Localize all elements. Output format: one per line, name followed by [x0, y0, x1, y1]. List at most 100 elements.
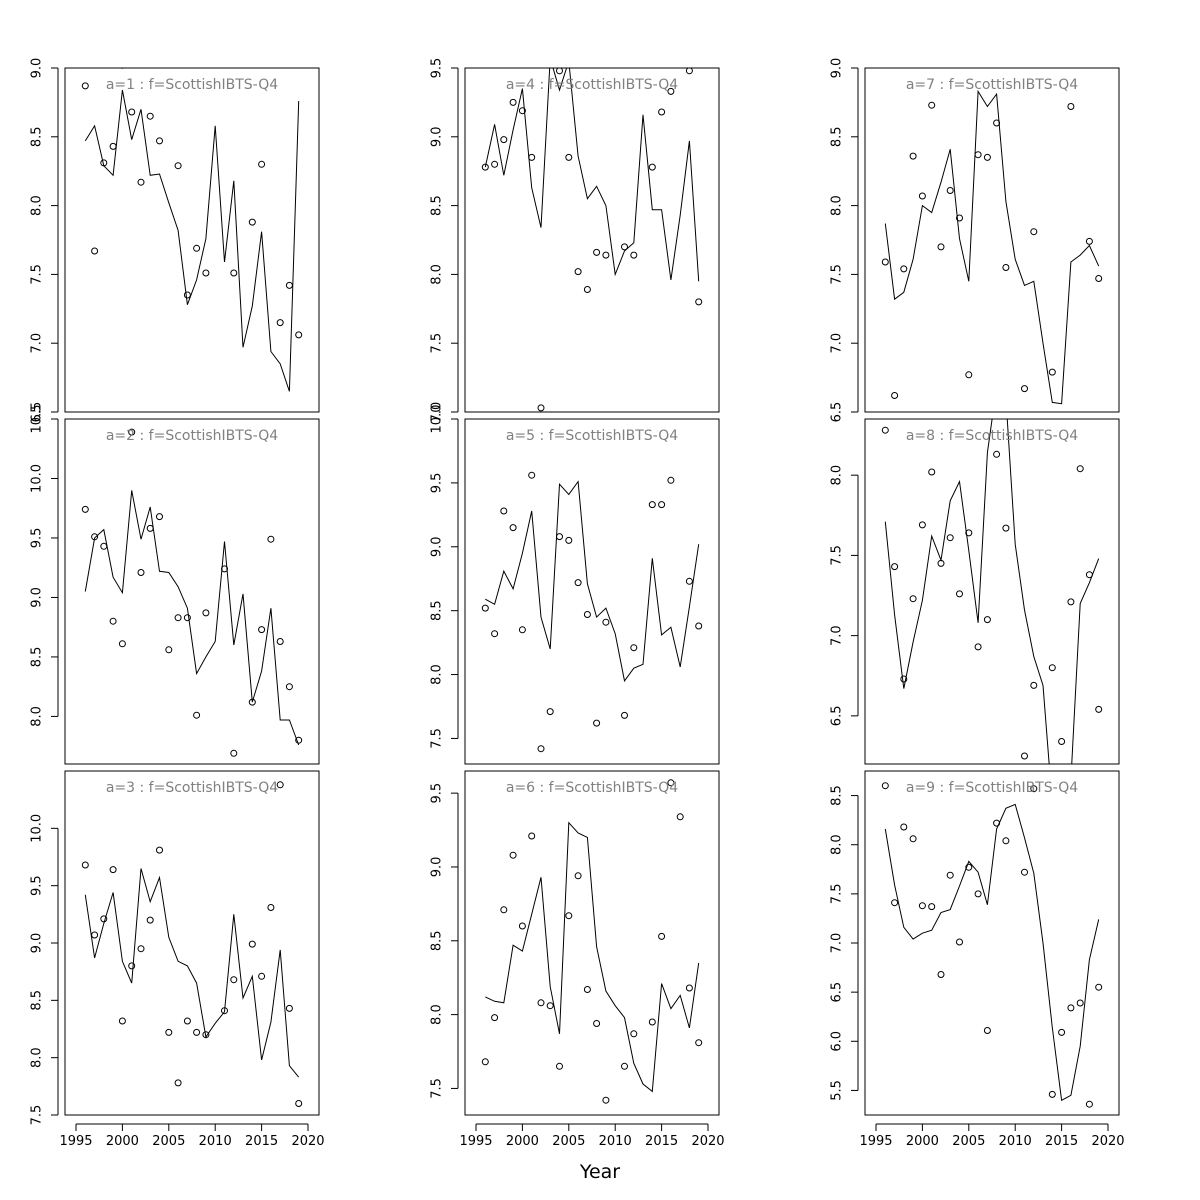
y-tick-label: 7.5: [430, 1078, 445, 1099]
panel-data: [881, 782, 1103, 1108]
x-tick-label: 2005: [952, 1134, 985, 1149]
observed-point: [881, 426, 889, 434]
y-tick-label: 9.0: [30, 933, 45, 954]
observed-point: [556, 1062, 563, 1070]
y-tick-label: 8.0: [30, 195, 45, 216]
panel-data: [81, 68, 303, 392]
panels-grid: a=1 : f=ScottishIBTS-Q4 6.5 7.0 7.5 8.0 8.5 9.…: [30, 58, 1120, 1125]
observed-point: [509, 524, 517, 532]
observed-point: [537, 404, 545, 412]
observed-point: [1048, 1090, 1056, 1098]
observed-point: [295, 1100, 303, 1107]
observed-point: [509, 851, 517, 859]
observed-point: [965, 371, 973, 379]
observed-point: [230, 749, 238, 757]
y-tick-label: 6.0: [830, 1031, 845, 1052]
observed-point: [946, 534, 954, 542]
observed-point: [881, 782, 889, 790]
panel-frame: [64, 770, 320, 1116]
observed-point: [1067, 598, 1075, 606]
panel-4: a=2 : f=ScottishIBTS-Q4 8.0 8.5 9.0 9.5 10.0 1…: [30, 405, 320, 765]
y-tick-label: 8.0: [830, 465, 845, 486]
panel-title: a=8 : f=ScottishIBTS-Q4: [906, 428, 1078, 444]
panel-data: [81, 428, 303, 757]
observed-point: [1002, 837, 1010, 845]
y-tick-label: 9.5: [30, 528, 45, 549]
x-tick-label: 1995: [59, 1134, 92, 1149]
y-tick-label: 9.0: [430, 126, 445, 147]
observed-point: [537, 999, 545, 1007]
observed-point: [1085, 571, 1093, 579]
x-axis: 1995 2000 2005 2010 2015 2020: [459, 1123, 725, 1149]
observed-point: [565, 153, 573, 161]
observed-point: [248, 218, 256, 226]
x-tick-label: 2020: [1091, 1134, 1124, 1149]
observed-point: [193, 711, 201, 719]
panel-8: a=6 : f=ScottishIBTS-Q4 7.5 8.0 8.5 9.0 9.5: [430, 770, 720, 1116]
x-tick-label: 2005: [552, 1134, 585, 1149]
observed-point: [491, 630, 499, 638]
observed-point: [491, 160, 499, 168]
observed-point: [937, 971, 945, 978]
observed-point: [695, 298, 703, 306]
fitted-line: [485, 480, 700, 683]
panel-data: [81, 781, 303, 1107]
observed-point: [909, 835, 917, 843]
observed-point: [183, 291, 191, 299]
y-tick-label: 8.5: [430, 600, 445, 621]
observed-point: [974, 890, 982, 898]
y-tick-label: 6.5: [830, 402, 845, 423]
y-tick-label: 10.5: [30, 405, 45, 434]
observed-point: [109, 617, 117, 625]
observed-point: [193, 244, 201, 252]
panel-title: a=3 : f=ScottishIBTS-Q4: [106, 780, 278, 796]
fitted-line: [84, 868, 300, 1078]
observed-point: [1067, 103, 1075, 110]
observed-point: [137, 178, 145, 186]
observed-point: [630, 251, 638, 259]
observed-point: [1048, 664, 1056, 672]
observed-point: [221, 565, 228, 573]
panel-1: a=1 : f=ScottishIBTS-Q4 6.5 7.0 7.5 8.0 8.5 9.…: [30, 58, 320, 422]
y-tick-label: 7.0: [30, 333, 45, 354]
observed-point: [1021, 385, 1028, 393]
y-tick-label: 9.0: [830, 58, 845, 79]
y-axis: 7.0 7.5 8.0 8.5 9.0 9.5: [430, 58, 459, 422]
observed-point: [900, 675, 908, 683]
y-tick-label: 8.0: [30, 1047, 45, 1068]
observed-point: [648, 501, 656, 509]
y-tick-label: 9.0: [430, 857, 445, 878]
observed-point: [667, 779, 675, 787]
observed-point: [1002, 264, 1010, 271]
observed-point: [583, 986, 591, 993]
observed-point: [621, 1062, 628, 1070]
observed-point: [621, 711, 628, 719]
fitted-line: [485, 821, 700, 1093]
observed-point: [202, 609, 210, 617]
observed-point: [648, 163, 656, 171]
observed-point: [91, 931, 99, 939]
observed-point: [528, 153, 536, 161]
observed-point: [928, 903, 936, 911]
observed-point: [658, 501, 666, 509]
observed-point: [593, 248, 601, 256]
observed-point: [100, 915, 108, 923]
observed-point: [267, 904, 275, 911]
y-tick-label: 10.0: [30, 464, 45, 493]
observed-point: [900, 265, 908, 273]
panel-data: [481, 412, 703, 753]
observed-point: [1058, 1028, 1066, 1036]
panel-title: a=4 : f=ScottishIBTS-Q4: [506, 77, 678, 93]
observed-point: [677, 412, 683, 418]
y-tick-label: 10.0: [30, 814, 45, 843]
observed-point: [491, 1014, 499, 1022]
observed-point: [556, 533, 563, 541]
y-axis: 5.5 6.0 6.5 7.0 7.5 8.0 8.5: [830, 785, 859, 1101]
fitted-line: [884, 419, 1100, 764]
panel-7: a=3 : f=ScottishIBTS-Q4 7.5 8.0 8.5 9.0 9.5 10…: [30, 770, 320, 1125]
observed-point: [909, 152, 917, 160]
y-axis: 7.5 8.0 8.5 9.0 9.5: [430, 783, 459, 1099]
observed-point: [602, 1096, 610, 1104]
observed-point: [593, 1020, 601, 1027]
observed-point: [1030, 228, 1038, 236]
